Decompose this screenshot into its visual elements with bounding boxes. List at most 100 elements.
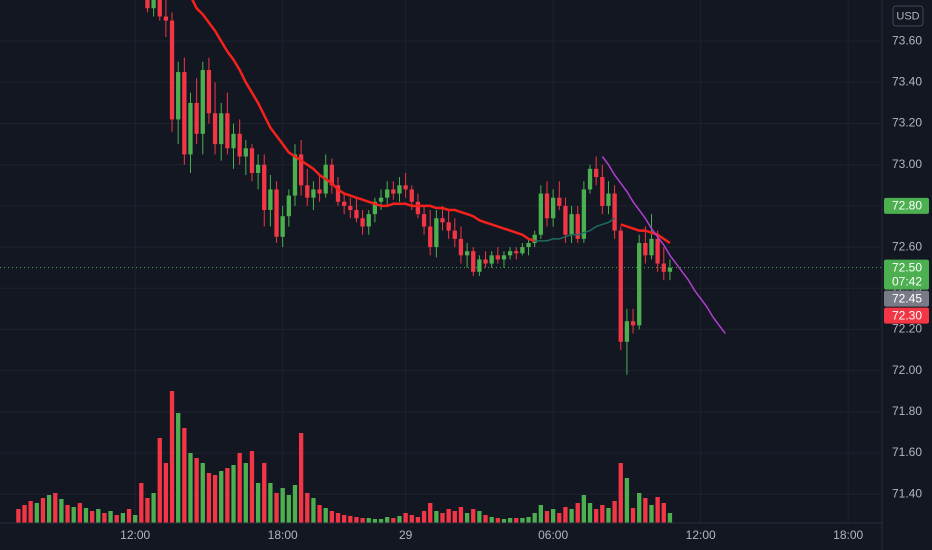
volume-bar — [65, 505, 70, 523]
candle-body — [311, 189, 316, 198]
volume-bar — [661, 503, 666, 523]
volume-bar — [249, 451, 255, 523]
grid — [0, 0, 882, 523]
volume-bar — [120, 513, 126, 523]
volume-bar — [243, 463, 248, 523]
candle-body — [440, 218, 445, 223]
volume-bar — [268, 483, 273, 523]
countdown-label: 07:42 — [892, 274, 922, 288]
volume-bar — [59, 499, 64, 523]
candle-body — [206, 70, 212, 114]
y-tick-label: 72.00 — [892, 363, 922, 377]
volume-bar — [305, 493, 310, 523]
candle-body — [550, 197, 556, 219]
volume-bar — [286, 495, 291, 523]
x-tick-label: 18:00 — [268, 528, 298, 542]
volume-bar — [489, 517, 494, 523]
volume-bar — [624, 478, 630, 523]
candle-body — [237, 133, 242, 157]
volume-bar — [212, 475, 218, 523]
volume-bar — [182, 428, 187, 523]
volume-bar — [637, 493, 642, 523]
volume-bar — [452, 511, 457, 523]
volume-bar — [354, 517, 359, 523]
volume-bar — [317, 505, 322, 523]
volume-bar — [415, 517, 421, 523]
candle-body — [249, 148, 255, 173]
candle-body — [421, 214, 427, 227]
volume-bar — [348, 516, 353, 523]
candle-body — [587, 168, 593, 190]
candle-body — [360, 218, 365, 227]
volume-bar — [440, 513, 445, 523]
candle-body — [298, 154, 304, 186]
candle-body — [397, 185, 402, 194]
volume-bar — [22, 505, 27, 523]
currency-box[interactable] — [892, 5, 924, 27]
candle-body — [274, 189, 279, 237]
volume-bar — [329, 511, 335, 523]
candle-body — [415, 201, 421, 215]
candle-body — [354, 210, 359, 219]
volume-bar — [378, 519, 384, 523]
candle-body — [262, 164, 267, 211]
volume-bar — [108, 511, 113, 523]
candle-body — [188, 102, 193, 155]
candle-body — [501, 255, 507, 260]
volume-bar — [237, 453, 242, 523]
volume-bar — [618, 463, 623, 523]
y-tick-label: 71.40 — [892, 486, 922, 500]
axes: 71.4071.6071.8072.0072.2072.4072.6072.80… — [120, 33, 929, 542]
candle-body — [667, 267, 673, 272]
price-tag-label: 72.45 — [892, 291, 922, 305]
volume-bar — [520, 518, 525, 523]
candle-body — [624, 321, 630, 342]
volume-bar — [157, 438, 162, 523]
volume-bar — [169, 391, 175, 523]
volume-bar — [46, 495, 52, 523]
candle-body — [231, 133, 236, 149]
volume-bar — [446, 509, 451, 523]
x-tick-label: 18:00 — [833, 528, 863, 542]
volume-bar — [532, 513, 537, 523]
volume-bar — [434, 511, 439, 523]
candle-body — [649, 238, 654, 256]
volume-bar — [550, 509, 556, 523]
candle-body — [348, 205, 353, 211]
candle-body — [538, 193, 544, 235]
candle-body — [452, 230, 457, 239]
volume-bar — [514, 518, 519, 523]
volume-bar — [575, 503, 580, 523]
candle-body — [145, 0, 150, 9]
volume-bar — [255, 483, 261, 523]
price-tag-label: 72.30 — [892, 308, 922, 322]
volume-bar — [464, 513, 470, 523]
candle-body — [661, 263, 666, 272]
candle-body — [268, 189, 273, 211]
candle-body — [403, 185, 408, 190]
candle-body — [532, 234, 537, 243]
y-tick-label: 71.60 — [892, 445, 922, 459]
candle-body — [428, 226, 433, 248]
volume-bar — [563, 507, 568, 523]
candle-body — [434, 218, 439, 248]
candle-body — [212, 113, 218, 145]
candle-body — [520, 247, 525, 254]
volume-bar — [569, 509, 574, 523]
volume-bar — [298, 433, 304, 523]
volume-bar — [311, 498, 316, 523]
x-tick-label: 12:00 — [686, 528, 716, 542]
candle-body — [495, 255, 500, 260]
volume-bar — [34, 503, 39, 523]
candle-body — [151, 0, 156, 9]
x-tick-label: 29 — [399, 528, 413, 542]
candle-body — [471, 251, 476, 272]
volume-bar — [83, 508, 89, 523]
volume-bar — [538, 505, 544, 523]
volume-bar — [643, 498, 648, 523]
candle-body — [606, 193, 611, 206]
candle-body — [477, 259, 482, 272]
candle-body — [194, 102, 199, 134]
volume-bar — [526, 517, 531, 523]
